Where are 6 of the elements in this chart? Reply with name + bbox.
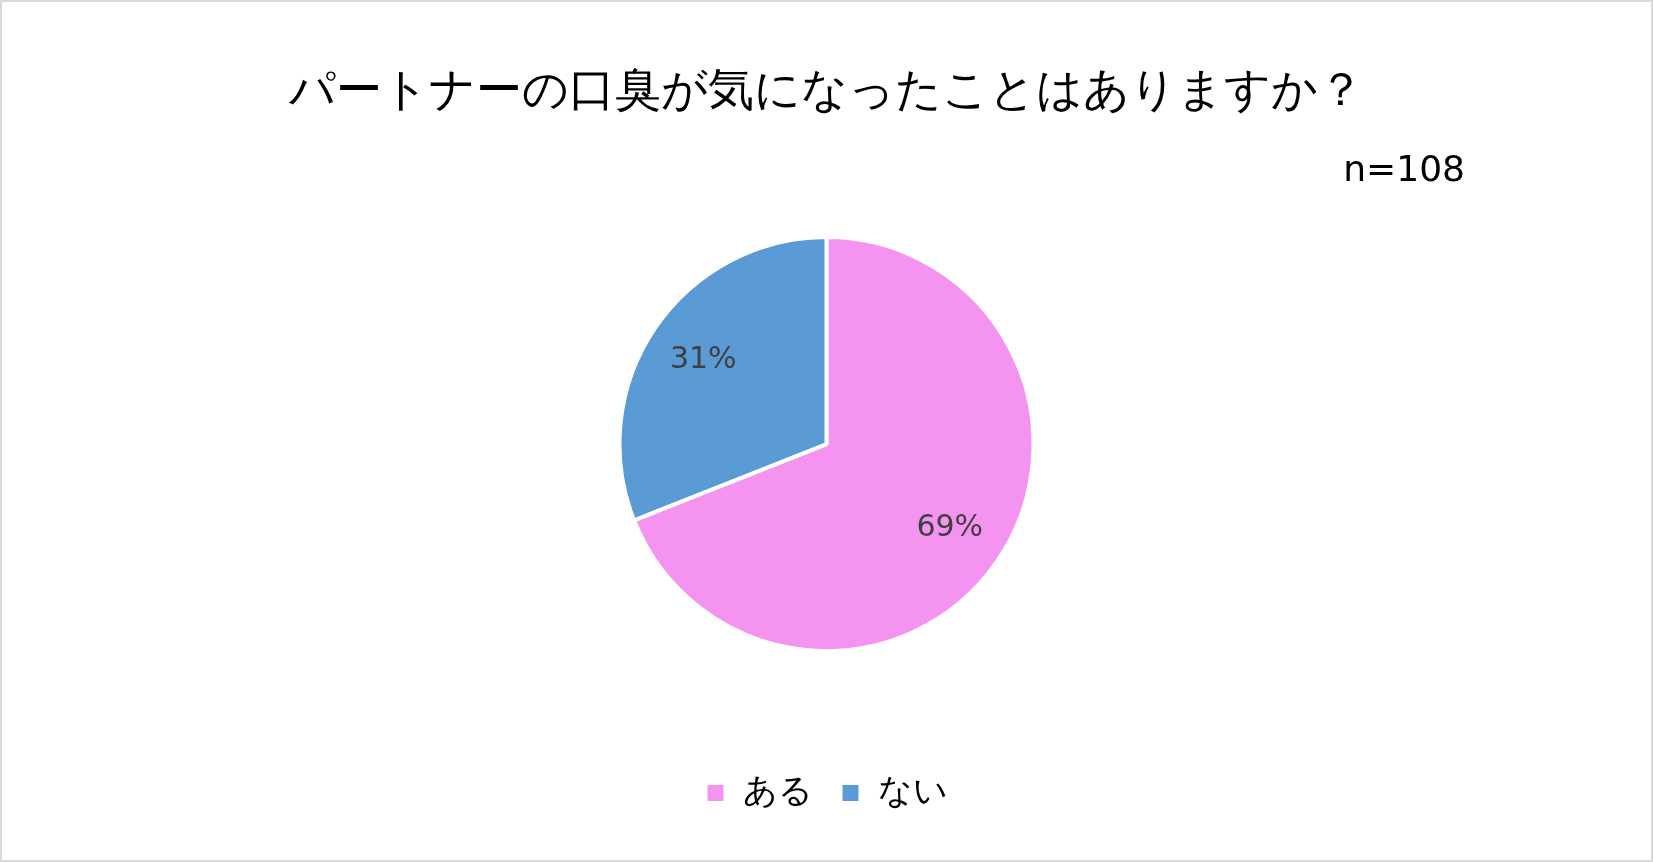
legend-label: ある — [742, 769, 813, 810]
data-label: 69% — [916, 507, 984, 543]
legend-label: ない — [877, 769, 948, 810]
text: n=108 — [1343, 148, 1465, 190]
data-label: 31% — [669, 340, 737, 376]
chart-title: パートナーの口臭が気になったことはありますか？ — [288, 61, 1364, 116]
